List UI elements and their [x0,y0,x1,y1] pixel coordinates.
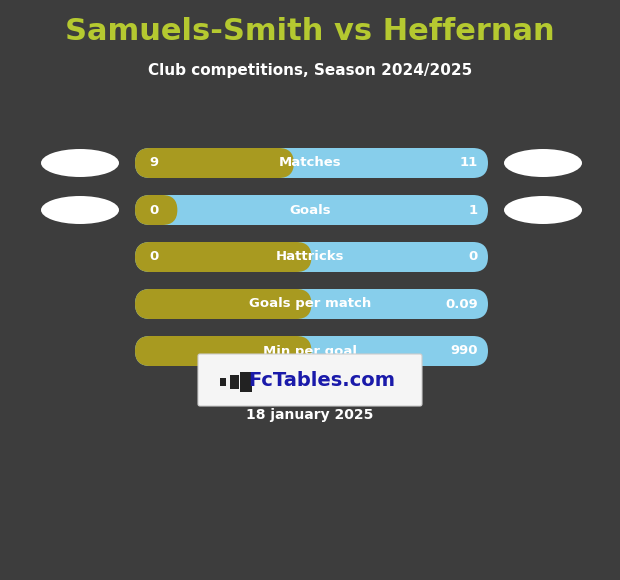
Text: 0: 0 [149,251,158,263]
Ellipse shape [41,149,119,177]
Text: 0: 0 [469,251,478,263]
Text: 11: 11 [460,157,478,169]
Text: 0: 0 [149,204,158,216]
Ellipse shape [41,196,119,224]
FancyBboxPatch shape [135,336,488,366]
Text: 1: 1 [469,204,478,216]
FancyBboxPatch shape [135,195,177,225]
FancyBboxPatch shape [135,195,488,225]
FancyBboxPatch shape [135,336,311,366]
Bar [240,372,252,392]
FancyBboxPatch shape [135,148,294,178]
Text: Matches: Matches [278,157,342,169]
Bar [220,378,226,386]
FancyBboxPatch shape [198,354,422,406]
Text: 9: 9 [149,157,158,169]
Text: FcTables.com: FcTables.com [249,371,396,390]
Text: Min per goal: Min per goal [263,345,357,357]
FancyBboxPatch shape [135,148,488,178]
FancyBboxPatch shape [135,289,488,319]
Text: Samuels-Smith vs Heffernan: Samuels-Smith vs Heffernan [65,17,555,46]
Text: 18 january 2025: 18 january 2025 [246,408,374,422]
Text: Goals per match: Goals per match [249,298,371,310]
Text: Hattricks: Hattricks [276,251,344,263]
Text: 0.09: 0.09 [445,298,478,310]
Bar [230,375,239,389]
Ellipse shape [504,149,582,177]
Text: 990: 990 [451,345,478,357]
FancyBboxPatch shape [135,242,311,272]
FancyBboxPatch shape [135,289,311,319]
FancyBboxPatch shape [135,242,488,272]
Ellipse shape [504,196,582,224]
Text: Goals: Goals [289,204,331,216]
Text: Club competitions, Season 2024/2025: Club competitions, Season 2024/2025 [148,63,472,78]
